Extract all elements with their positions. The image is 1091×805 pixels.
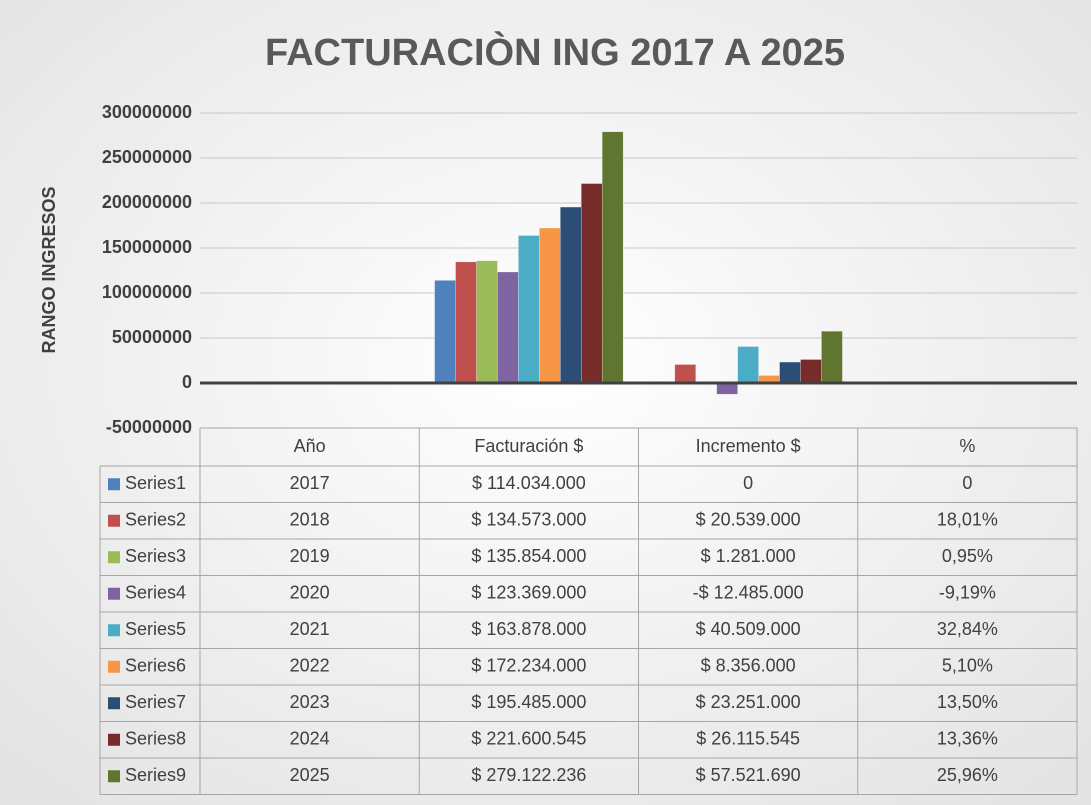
table-cell: $ 26.115.545 (696, 729, 800, 749)
table-cell: $ 195.485.000 (471, 692, 586, 712)
legend-label: Series8 (125, 729, 186, 749)
table-header: Año (294, 436, 326, 456)
table-cell: $ 114.034.000 (472, 473, 586, 493)
bar (737, 346, 759, 384)
legend-swatch (108, 660, 120, 673)
table-cell: -$ 12.485.000 (693, 583, 804, 603)
table-cell: 2018 (290, 510, 330, 530)
y-axis-label: RANGO INGRESOS (39, 186, 59, 353)
bar (560, 206, 582, 384)
y-tick-label: 200000000 (102, 192, 192, 212)
legend-swatch (108, 770, 120, 783)
table-cell: $ 123.369.000 (471, 583, 586, 603)
y-tick-label: 300000000 (102, 102, 192, 122)
table-cell: $ 57.521.690 (696, 765, 801, 785)
bar (779, 361, 801, 384)
table-cell: 2022 (290, 656, 330, 676)
table-cell: 2019 (290, 546, 330, 566)
y-tick-label: 150000000 (102, 237, 192, 257)
legend-swatch (108, 551, 120, 564)
table-cell: $ 135.854.000 (471, 546, 586, 566)
table-cell: $ 221.600.545 (471, 729, 586, 749)
table-cell: 32,84% (937, 619, 998, 639)
table-cell: 2024 (290, 729, 330, 749)
legend-label: Series3 (125, 546, 186, 566)
bar (674, 364, 696, 384)
y-tick-label: 100000000 (102, 282, 192, 302)
table-cell: $ 23.251.000 (696, 692, 801, 712)
bar (518, 235, 540, 384)
legend-label: Series1 (125, 473, 186, 493)
table-cell: -9,19% (939, 583, 996, 603)
legend-label: Series6 (125, 656, 186, 676)
bar (476, 260, 498, 384)
table-cell: $ 134.573.000 (471, 510, 586, 530)
table-cell: 2023 (290, 692, 330, 712)
legend-swatch (108, 587, 120, 600)
table-cell: $ 8.356.000 (701, 656, 796, 676)
legend-swatch (108, 514, 120, 527)
chart-title: FACTURACIÒN ING 2017 A 2025 (265, 30, 845, 74)
bar (539, 227, 561, 384)
legend-swatch (108, 624, 120, 637)
table-cell: $ 172.234.000 (471, 656, 586, 676)
table-cell: 13,50% (937, 692, 998, 712)
bar (581, 183, 603, 384)
table-cell: 18,01% (937, 510, 998, 530)
table-cell: $ 163.878.000 (471, 619, 586, 639)
table-cell: 2025 (290, 765, 330, 785)
table-cell: 2020 (290, 583, 330, 603)
y-tick-label: 0 (182, 372, 192, 392)
legend-swatch (108, 697, 120, 710)
legend-swatch (108, 478, 120, 491)
bar (455, 261, 477, 384)
legend-label: Series2 (125, 510, 186, 530)
table-cell: $ 279.122.236 (471, 765, 586, 785)
table-cell: 13,36% (937, 729, 998, 749)
table-cell: 5,10% (942, 656, 993, 676)
table-cell: $ 40.509.000 (696, 619, 801, 639)
table-header: Incremento $ (696, 436, 801, 456)
bar (800, 359, 822, 384)
table-cell: 0 (962, 473, 972, 493)
legend-label: Series5 (125, 619, 186, 639)
y-tick-label: -50000000 (106, 417, 192, 437)
bar (821, 330, 843, 384)
legend-label: Series9 (125, 765, 186, 785)
bar (434, 280, 456, 384)
y-tick-label: 250000000 (102, 147, 192, 167)
legend-swatch (108, 733, 120, 746)
table-cell: 2021 (290, 619, 330, 639)
table-cell: 0,95% (942, 546, 993, 566)
table-header: Facturación $ (474, 436, 583, 456)
table-cell: 0 (743, 473, 753, 493)
bar (601, 131, 624, 384)
legend-label: Series4 (125, 583, 186, 603)
y-tick-label: 50000000 (112, 327, 192, 347)
table-header: % (959, 436, 975, 456)
table-cell: $ 1.281.000 (701, 546, 796, 566)
table-cell: $ 20.539.000 (696, 510, 801, 530)
legend-label: Series7 (125, 692, 186, 712)
bar (497, 271, 519, 384)
bar (716, 382, 738, 395)
table-cell: 25,96% (937, 765, 998, 785)
table-cell: 2017 (290, 473, 330, 493)
